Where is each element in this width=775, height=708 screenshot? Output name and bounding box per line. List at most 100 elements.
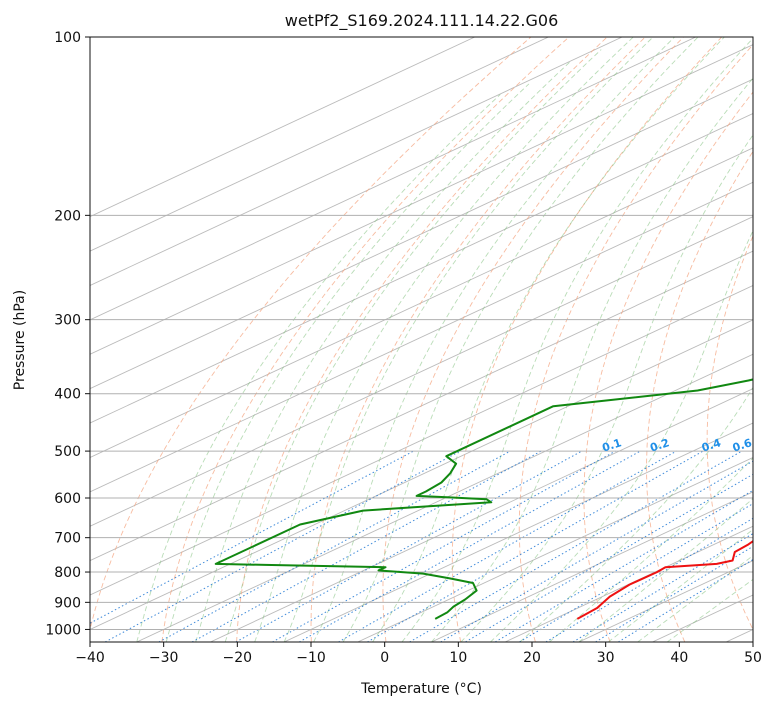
y-tick-label: 300 xyxy=(54,313,81,329)
mixing-ratio-line xyxy=(465,473,753,642)
y-axis: 100 200 300 400 500 600 700 800 900 1000 xyxy=(45,30,90,638)
x-tick-label: 10 xyxy=(449,650,467,666)
dry-adiabat-line xyxy=(646,150,753,642)
isotherm-line xyxy=(652,594,753,642)
x-tick-label: 0 xyxy=(380,650,389,666)
x-tick-label: 40 xyxy=(670,650,688,666)
dry-adiabat-line xyxy=(451,37,723,642)
isotherm-line xyxy=(210,388,753,642)
isotherm-line xyxy=(90,250,753,562)
x-tick-label: 20 xyxy=(523,650,541,666)
isotherm-line xyxy=(136,353,753,642)
y-tick-label: 100 xyxy=(54,30,81,46)
mixing-ratio-line xyxy=(235,450,583,642)
y-tick-label: 700 xyxy=(54,531,81,547)
background-lines xyxy=(90,37,775,642)
moist-adiabat-line xyxy=(490,229,753,642)
mixing-ratio-line xyxy=(90,450,414,624)
mixing-ratio-label: 0.1 xyxy=(601,436,624,454)
dry-adiabat-line xyxy=(766,37,775,642)
mixing-ratio-label: 0.6 xyxy=(731,436,754,454)
moist-adiabat-line xyxy=(165,83,530,642)
isotherm-line xyxy=(578,560,753,642)
isotherm-line xyxy=(90,37,696,321)
dry-adiabat-line xyxy=(382,37,684,642)
x-tick-label: −40 xyxy=(75,650,105,666)
isotherm-line xyxy=(431,491,753,642)
mixing-ratio-line xyxy=(440,460,753,642)
y-tick-label: 800 xyxy=(54,565,81,581)
dry-adiabat-line xyxy=(310,37,646,642)
moist-adiabat-line xyxy=(607,528,753,642)
y-tick-label: 400 xyxy=(54,387,81,403)
isotherm-line xyxy=(90,181,753,493)
plot-frame xyxy=(89,36,754,643)
moist-adiabat-line xyxy=(431,77,753,642)
mixing-ratio-line xyxy=(272,450,616,642)
dry-adiabat-line xyxy=(161,37,570,642)
moist-adiabat-line xyxy=(666,578,753,642)
moist-adiabat-line xyxy=(254,37,634,642)
moist-adiabat-line xyxy=(578,498,753,642)
mixing-ratio-line xyxy=(545,517,753,642)
moist-adiabat-line xyxy=(283,37,654,642)
temperature-profile-line xyxy=(576,539,753,620)
isotherm-line xyxy=(90,319,753,630)
x-tick-label: −30 xyxy=(149,650,179,666)
x-tick-label: 50 xyxy=(744,650,762,666)
moist-adiabat-line xyxy=(637,555,753,642)
isotherm-line xyxy=(90,37,475,218)
moist-adiabat-line xyxy=(401,37,753,642)
moist-adiabat-line xyxy=(224,49,602,642)
mixing-ratio-line xyxy=(104,450,461,642)
dewpoint-profile-line xyxy=(214,378,753,620)
y-tick-label: 200 xyxy=(54,208,81,224)
x-tick-label: 30 xyxy=(597,650,615,666)
isotherm-line xyxy=(90,37,549,252)
moist-adiabat-line xyxy=(372,37,725,642)
mixing-ratio-label: 0.2 xyxy=(648,436,671,454)
mixing-ratio-line xyxy=(338,450,677,642)
isotherm-line xyxy=(90,44,753,355)
isotherm-line xyxy=(725,628,753,642)
y-tick-label: 600 xyxy=(54,491,81,507)
chart-title: wetPf2_S169.2024.111.14.22.G06 xyxy=(285,11,559,31)
dry-adiabat-line xyxy=(706,234,753,631)
mixing-ratio-line xyxy=(158,450,511,642)
dry-adiabat-line xyxy=(583,91,753,642)
profiles xyxy=(214,378,753,620)
mixing-ratio-line xyxy=(298,450,641,642)
y-tick-label: 900 xyxy=(54,595,81,611)
moist-adiabat-line xyxy=(460,134,753,642)
mixing-ratio-label: 0.4 xyxy=(700,436,723,454)
isotherm-line xyxy=(357,456,753,642)
mixing-ratio-line xyxy=(595,545,753,642)
dry-adiabat-line xyxy=(90,37,532,632)
isotherm-line xyxy=(90,112,753,424)
isotherm-line xyxy=(90,147,753,458)
moist-adiabat-line xyxy=(195,61,571,642)
moist-adiabat-line xyxy=(136,94,501,642)
y-tick-label: 500 xyxy=(54,444,81,460)
isotherm-line xyxy=(90,284,753,596)
isotherm-line xyxy=(90,216,753,527)
x-tick-label: −10 xyxy=(296,650,326,666)
line-labels: -100-90-80-70-60-50-40-30-20-100.10.20.4… xyxy=(601,436,754,454)
x-tick-label: −20 xyxy=(223,650,253,666)
isotherm-line xyxy=(504,525,753,642)
y-tick-label: 1000 xyxy=(45,622,81,638)
pressure-grid xyxy=(90,37,753,630)
isotherm-line xyxy=(283,422,753,642)
x-axis-label: Temperature (°C) xyxy=(360,681,482,697)
mixing-ratio-line xyxy=(572,532,753,642)
moist-adiabat-line xyxy=(549,457,753,642)
mixing-ratio-line xyxy=(618,558,753,642)
isotherm-line xyxy=(90,37,623,286)
mixing-ratio-line xyxy=(367,450,704,642)
isotherm-line xyxy=(90,78,753,390)
moist-adiabat-line xyxy=(313,37,675,642)
x-axis: −40 −30 −20 −10 0 10 20 30 40 50 xyxy=(75,642,762,666)
moist-adiabat-line xyxy=(342,37,699,642)
y-axis-label: Pressure (hPa) xyxy=(12,290,28,390)
